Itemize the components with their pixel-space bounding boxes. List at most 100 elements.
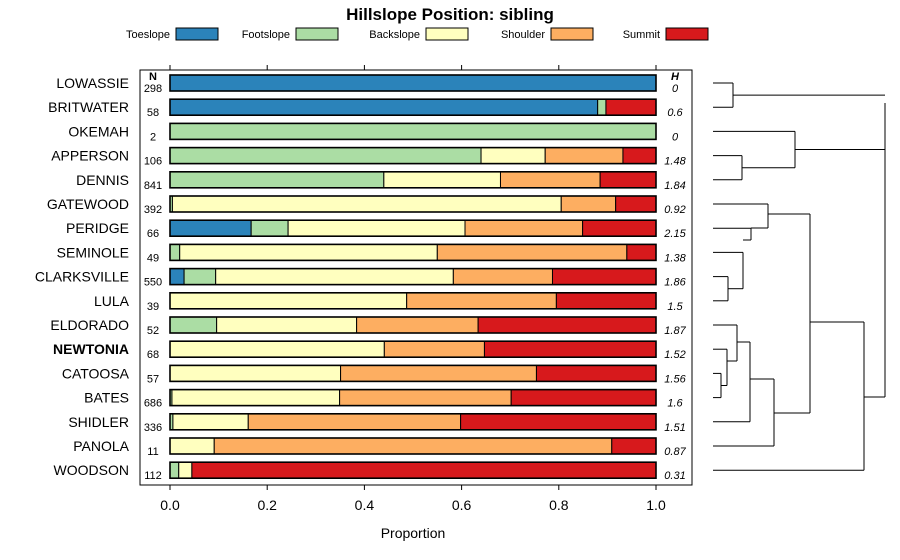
row-h-value: 0.87 (664, 446, 686, 458)
legend-swatch-toeslope (175, 27, 219, 41)
bar-segment-toeslope (169, 74, 657, 92)
row-h-value: 1.86 (664, 277, 686, 289)
bar-segment-summit (477, 316, 657, 334)
bar-segment-backslope (178, 461, 193, 479)
bar-outline (169, 437, 657, 455)
bar-outline (169, 388, 657, 407)
x-axis-label: Proportion (381, 525, 446, 541)
bar-segment-backslope (480, 147, 546, 165)
bar-segment-shoulder (499, 171, 601, 189)
bar-segment-footslope (169, 147, 482, 165)
bar-segment-summit (605, 98, 657, 116)
bar-outline (169, 74, 657, 92)
chart-legend: Toeslope Footslope Backslope Shoulder Summit (126, 27, 709, 41)
legend-swatch-summit (665, 27, 709, 41)
row-n-value: 112 (144, 470, 162, 482)
row-n-value: 686 (144, 398, 162, 410)
row-n-value: 58 (147, 107, 159, 119)
bar-segment-footslope (183, 268, 217, 286)
row-n-value: 2 (150, 131, 156, 143)
bar-outline (169, 267, 657, 286)
bar-segment-shoulder (356, 316, 479, 334)
h-column-header: H (671, 71, 680, 83)
bar-segment-footslope (250, 219, 289, 237)
row-label: ELDORADO (50, 317, 129, 333)
chart-row-newtonia: NEWTONIA 68 1.52 (53, 340, 686, 361)
row-label: BRITWATER (48, 99, 129, 115)
row-h-value: 1.87 (664, 325, 686, 337)
bar-outline (169, 316, 657, 334)
bar-segment-footslope (169, 243, 181, 261)
chart-row-bates: BATES 686 1.6 (84, 388, 684, 410)
chart-row-eldorado: ELDORADO 52 1.87 (50, 316, 687, 337)
bar-segment-footslope (597, 98, 607, 116)
row-n-value: 57 (147, 373, 159, 385)
bar-segment-backslope (171, 195, 562, 213)
row-n-value: 392 (144, 204, 162, 216)
bar-outline (169, 171, 657, 189)
row-label: NEWTONIA (53, 341, 129, 357)
bar-segment-backslope (169, 364, 342, 382)
row-label: CLARKSVILLE (35, 269, 129, 285)
row-n-value: 49 (147, 252, 159, 264)
row-n-value: 550 (144, 277, 162, 289)
x-tick-label: 0.0 (160, 497, 180, 513)
row-label: SEMINOLE (57, 244, 129, 260)
row-n-value: 11 (147, 446, 158, 458)
bar-segment-footslope (169, 316, 218, 334)
bar-segment-shoulder (247, 413, 462, 431)
bar-segment-shoulder (452, 268, 553, 286)
bar-segment-shoulder (406, 292, 557, 310)
bar-outline (169, 412, 657, 431)
chart-row-peridge: PERIDGE 66 2.15 (66, 219, 687, 240)
legend-swatch-footslope (295, 27, 339, 41)
bar-segment-backslope (169, 340, 385, 358)
bar-segment-summit (599, 171, 657, 189)
row-h-value: 1.5 (667, 301, 683, 313)
bar-segment-backslope (179, 243, 438, 261)
bar-segment-footslope (169, 461, 180, 479)
row-label: LOWASSIE (56, 75, 129, 91)
bar-segment-summit (483, 340, 657, 358)
bar-segment-footslope (169, 122, 657, 140)
bar-outline (169, 243, 657, 262)
bar-segment-summit (615, 195, 657, 213)
bar-segment-summit (582, 219, 657, 237)
bar-segment-summit (626, 243, 657, 261)
row-n-value: 298 (144, 83, 162, 95)
row-n-value: 52 (147, 325, 159, 337)
bar-outline (169, 195, 657, 213)
bar-segment-shoulder (213, 437, 613, 455)
bar-segment-backslope (383, 171, 501, 189)
bar-outline (169, 122, 657, 141)
bar-segment-summit (510, 389, 657, 407)
bar-outline (169, 340, 657, 359)
n-column-header: N (149, 71, 157, 83)
row-h-value: 1.84 (664, 180, 685, 192)
bar-segment-shoulder (560, 195, 617, 213)
legend-label-toeslope: Toeslope (126, 29, 170, 41)
row-label: LULA (94, 293, 130, 309)
bar-segment-footslope (169, 171, 385, 189)
bar-segment-toeslope (169, 268, 185, 286)
bar-segment-summit (460, 413, 657, 431)
row-h-value: 2.15 (663, 228, 686, 240)
bar-segment-backslope (169, 292, 408, 310)
row-label: PERIDGE (66, 220, 129, 236)
bar-segment-toeslope (169, 219, 252, 237)
chart-row-clarksville: CLARKSVILLE 550 1.86 (35, 267, 687, 289)
row-n-value: 39 (147, 301, 159, 313)
legend-label-backslope: Backslope (369, 29, 420, 41)
chart-row-britwater: BRITWATER 58 0.6 (48, 98, 684, 119)
chart-row-lowassie: LOWASSIE 298 0 (56, 74, 679, 95)
row-h-value: 1.6 (667, 398, 683, 410)
row-label: CATOOSA (62, 365, 130, 381)
chart-row-catoosa: CATOOSA 57 1.56 (62, 364, 687, 385)
bar-outline (169, 291, 657, 310)
bar-segment-shoulder (383, 340, 485, 358)
bar-outline (169, 461, 657, 480)
chart-row-seminole: SEMINOLE 49 1.38 (57, 243, 687, 264)
bar-segment-shoulder (544, 147, 624, 165)
legend-swatch-backslope (425, 27, 469, 41)
bar-outline (169, 146, 657, 165)
